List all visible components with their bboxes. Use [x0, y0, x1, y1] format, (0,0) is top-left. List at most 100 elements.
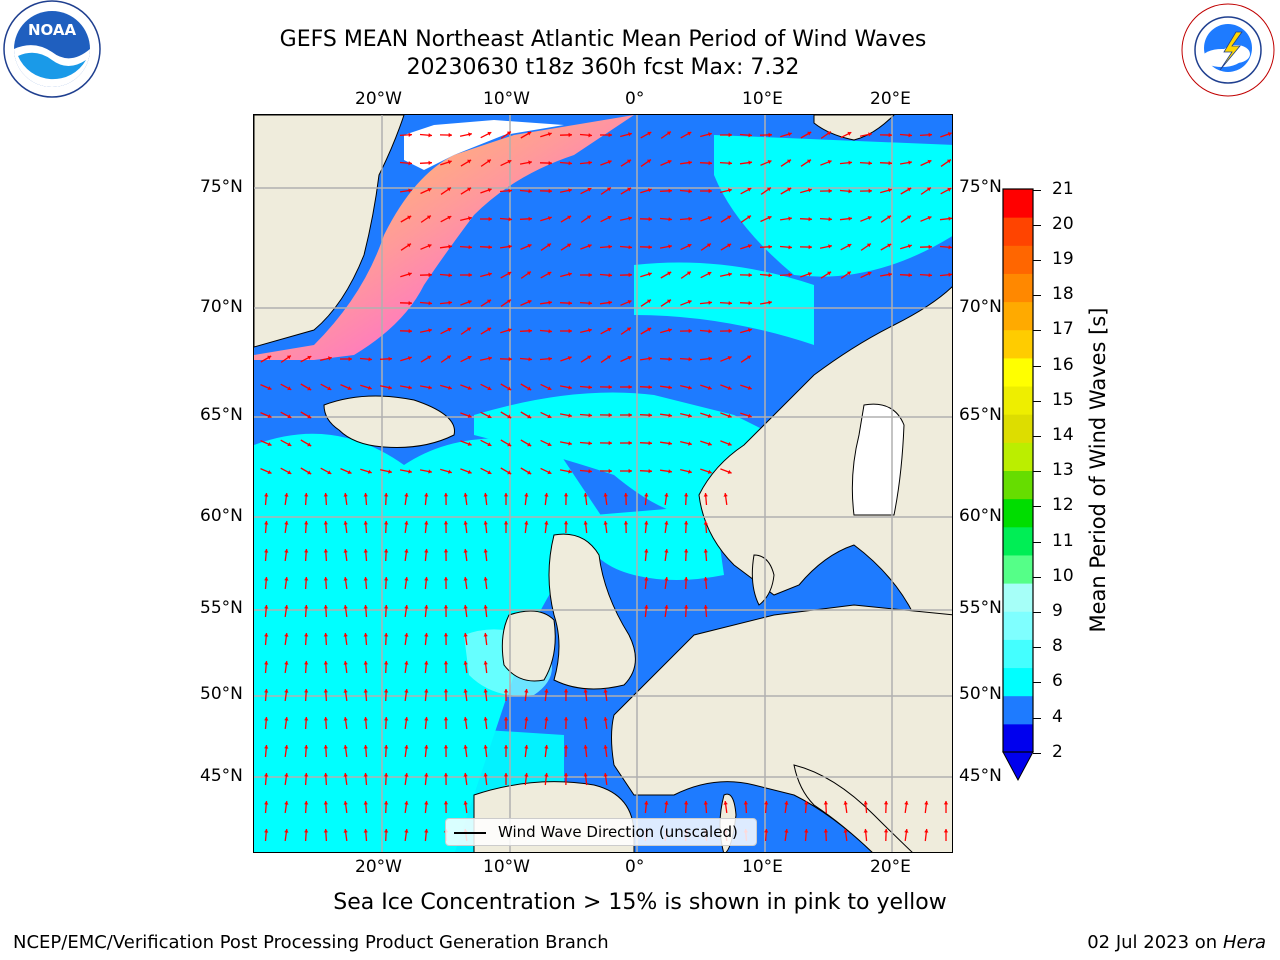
- wind-wave-arrowhead: [804, 829, 809, 833]
- wind-wave-arrowhead: [447, 327, 452, 332]
- wind-wave-arrowhead: [908, 273, 912, 278]
- wind-wave-arrowhead: [483, 689, 488, 693]
- wind-wave-arrowhead: [363, 577, 368, 581]
- wind-wave-arrowhead: [384, 661, 389, 665]
- wind-wave-arrowhead: [807, 272, 812, 277]
- wind-wave-arrowhead: [363, 717, 368, 721]
- wind-wave-arrowhead: [768, 300, 772, 305]
- wind-wave-arrowhead: [588, 413, 592, 418]
- wind-wave-arrowhead: [363, 773, 368, 777]
- wind-wave-arrowhead: [588, 469, 592, 474]
- wind-wave-arrowhead: [687, 243, 692, 248]
- colorbar-tick-mark: [1033, 577, 1041, 578]
- wind-wave-arrowhead: [503, 689, 509, 693]
- footer-date-text: 02 Jul 2023 on: [1087, 932, 1223, 953]
- wind-wave-arrowhead: [443, 661, 449, 665]
- colorbar-segment: [1003, 611, 1033, 640]
- wind-wave-arrowhead: [626, 327, 631, 332]
- wind-wave-arrowhead: [304, 633, 309, 637]
- wind-wave-arrowhead: [563, 745, 569, 749]
- wind-wave-arrowhead: [688, 441, 692, 446]
- colorbar-tick-label: 14: [1052, 425, 1074, 445]
- wind-wave-arrowhead: [467, 385, 472, 390]
- wind-wave-arrowhead: [467, 469, 472, 474]
- wind-wave-arrowhead: [384, 829, 389, 833]
- wind-wave-arrowhead: [628, 440, 632, 446]
- colorbar-segment: [1003, 639, 1033, 669]
- wind-wave-arrowhead: [747, 413, 752, 418]
- wind-wave-arrowhead: [264, 577, 269, 581]
- wind-wave-arrowhead: [544, 689, 549, 693]
- wind-wave-arrowhead: [363, 493, 368, 497]
- wind-wave-arrowhead: [363, 633, 368, 637]
- wind-wave-arrowhead: [588, 328, 592, 333]
- wind-wave-arrowhead: [748, 301, 752, 306]
- wind-wave-arrowhead: [867, 216, 872, 220]
- wind-wave-arrowhead: [644, 549, 649, 553]
- wind-wave-arrowhead: [747, 215, 751, 220]
- wind-wave-arrowhead: [603, 689, 608, 693]
- colorbar-tick-label: 12: [1052, 495, 1074, 515]
- wind-wave-arrowhead: [766, 187, 771, 192]
- wind-wave-arrowhead: [826, 131, 831, 136]
- wind-wave-arrowhead: [428, 328, 432, 333]
- wind-wave-arrowhead: [747, 328, 752, 333]
- wind-wave-arrowhead: [627, 356, 632, 360]
- colorbar-tick-label: 9: [1052, 601, 1063, 621]
- sea-ice-white: [404, 120, 564, 170]
- wind-wave-arrowhead: [384, 577, 389, 581]
- wind-wave-arrowhead: [264, 633, 269, 637]
- wind-wave-arrowhead: [768, 132, 772, 138]
- wind-wave-arrowhead: [847, 271, 851, 276]
- wind-wave-arrowhead: [563, 493, 569, 497]
- lat-label-left-70n: 70°N: [200, 297, 243, 317]
- wind-wave-arrowhead: [827, 160, 832, 164]
- wind-wave-arrowhead: [627, 159, 631, 164]
- colorbar-segment: [1003, 470, 1033, 500]
- wind-wave-arrowhead: [723, 493, 728, 497]
- wind-wave-arrowhead: [388, 356, 392, 361]
- wind-wave-arrowhead: [404, 717, 409, 721]
- wind-wave-arrowhead: [568, 441, 572, 446]
- wind-wave-arrowhead: [827, 271, 832, 276]
- wind-wave-arrowhead: [267, 414, 272, 418]
- wind-wave-arrowhead: [687, 131, 692, 136]
- wind-wave-arrowhead: [788, 245, 792, 250]
- wind-wave-arrowhead: [668, 357, 672, 362]
- wind-wave-arrowhead: [948, 272, 952, 277]
- wind-wave-arrowhead: [924, 801, 929, 805]
- wind-wave-arrowhead: [708, 329, 712, 334]
- colorbar-tick-label: 18: [1052, 284, 1074, 304]
- wind-wave-arrowhead: [544, 745, 549, 749]
- wind-wave-arrowhead: [463, 801, 468, 805]
- wind-wave-arrowhead: [507, 271, 512, 276]
- wind-wave-arrowhead: [284, 661, 289, 665]
- wind-wave-arrowhead: [888, 161, 892, 166]
- wind-wave-arrowhead: [628, 132, 632, 137]
- wind-wave-arrowhead: [483, 661, 488, 665]
- wind-wave-arrowhead: [608, 244, 612, 249]
- wind-wave-arrowhead: [883, 801, 889, 805]
- lat-label-left-50n: 50°N: [200, 684, 243, 704]
- wind-wave-arrowhead: [608, 300, 612, 305]
- wind-wave-arrowhead: [527, 414, 532, 419]
- wind-wave-arrowhead: [468, 245, 472, 250]
- wave-region-cyan-mid: [474, 392, 774, 517]
- wind-wave-arrowhead: [707, 385, 712, 390]
- wind-wave-arrowhead: [408, 188, 412, 193]
- colorbar-border: [1002, 188, 1034, 753]
- wind-wave-arrowhead: [607, 327, 612, 332]
- wind-wave-arrowhead: [503, 745, 509, 749]
- wind-wave-arrowhead: [428, 469, 432, 474]
- wind-wave-arrowhead: [688, 189, 692, 194]
- wind-wave-arrowhead: [304, 829, 309, 833]
- wind-wave-arrowhead: [648, 413, 652, 418]
- wind-wave-arrowhead: [384, 549, 389, 553]
- wind-wave-arrowhead: [447, 160, 452, 165]
- noaa-logo-icon: NOAA: [3, 0, 101, 98]
- wind-wave-arrowhead: [688, 216, 692, 221]
- wind-wave-arrowhead: [304, 717, 309, 721]
- wind-wave-arrowhead: [404, 745, 409, 749]
- wind-wave-arrowhead: [304, 801, 309, 805]
- wind-wave-arrowhead: [264, 549, 269, 553]
